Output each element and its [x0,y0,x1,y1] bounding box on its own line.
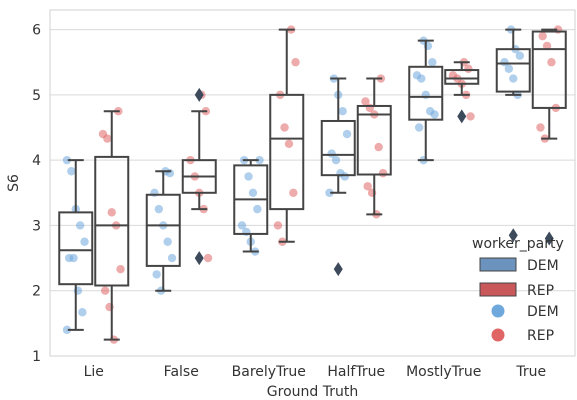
strip-point [100,286,110,295]
strip-point [342,129,352,139]
strip-point [509,74,518,83]
box-iqr [408,65,444,121]
legend-box-swatch [479,282,517,297]
strip-point [412,71,422,80]
strip-point [284,139,294,149]
strip-point [338,106,347,116]
strip-point [327,149,336,158]
strip-point [378,169,388,178]
strip-point [75,221,85,230]
strip-point [500,58,509,67]
strip-point [504,64,514,73]
legend-title: worker_party [472,236,564,252]
strip-point [466,112,475,121]
y-axis-label: S6 [6,174,22,192]
strip-point [331,155,341,165]
boxes [58,28,567,341]
strip-point [414,123,424,132]
plot-area [49,9,576,357]
box-iqr [356,104,392,176]
legend: worker_party DEM REP DEM REP [472,236,564,344]
outlier-marker [194,87,204,102]
x-tick-label: Lie [84,364,104,380]
strip-point [167,253,177,263]
y-tick-label: 5 [32,88,41,104]
box-iqr [145,193,181,267]
strip-point [428,58,437,67]
strip-point [98,129,108,139]
strip-point [163,237,172,246]
box-iqr [94,155,130,287]
y-tick-label: 4 [32,153,41,169]
strip-point [289,188,298,197]
strip-point [67,167,76,176]
strip-point [244,172,253,181]
legend-label: REP [527,328,554,344]
strip-point [62,325,72,335]
strip-point [253,204,262,214]
strip-point [64,253,74,263]
strip-point [116,264,125,274]
legend-label: DEM [527,304,559,320]
y-tick-label: 1 [32,349,41,365]
outlier-marker [194,251,204,266]
strip-point [280,123,289,132]
y-tick-label: 6 [32,23,41,39]
x-tick-label: True [515,364,546,380]
strip-point [152,270,161,279]
outlier-marker [508,228,518,243]
strip-point [425,106,435,116]
strip-point [154,204,164,214]
strip-point [538,31,547,41]
x-tick-label: BarelyTrue [232,364,306,380]
strip-point [448,71,458,80]
y-tick-label: 3 [32,218,41,234]
x-tick-label: MostlyTrue [406,364,481,380]
strip-point [273,221,283,230]
strip-point [536,123,545,132]
strip-point [291,58,300,67]
legend-label: DEM [527,258,559,274]
box-iqr [444,69,480,85]
strip-point [78,308,87,317]
strip-point [80,237,89,246]
legend-point-swatch [491,328,505,342]
x-tick-labels: Lie False BarelyTrue HalfTrue MostlyTrue True [84,364,547,380]
x-axis-label: Ground Truth [267,384,358,400]
legend-label: REP [527,283,554,299]
x-tick-label: HalfTrue [327,364,385,380]
strip-point [62,155,72,165]
legend-box-swatch [479,257,517,272]
strip-point [107,208,116,217]
strip-point [361,97,370,106]
strip-point [255,155,264,165]
x-tick-label: False [164,364,199,380]
y-tick-labels: 1 2 3 4 5 6 [32,23,41,365]
strip-point [515,51,525,60]
outlier-marker [457,109,467,124]
box-iqr [58,211,94,286]
strip-point [374,142,383,152]
box-iqr [531,30,567,109]
strip-point [325,188,334,197]
box-iqr [320,119,356,177]
strip-point [547,58,556,67]
y-tick-label: 2 [32,284,41,300]
box-iqr [495,48,531,93]
strip-point [542,41,552,51]
outlier-marker [544,231,554,246]
box-iqr [269,93,305,211]
strip-point [237,221,247,230]
outlier-marker [333,262,343,277]
strip-point [248,188,258,197]
strip-point [363,182,372,191]
legend-point-swatch [491,304,505,318]
strip-point [203,253,213,263]
